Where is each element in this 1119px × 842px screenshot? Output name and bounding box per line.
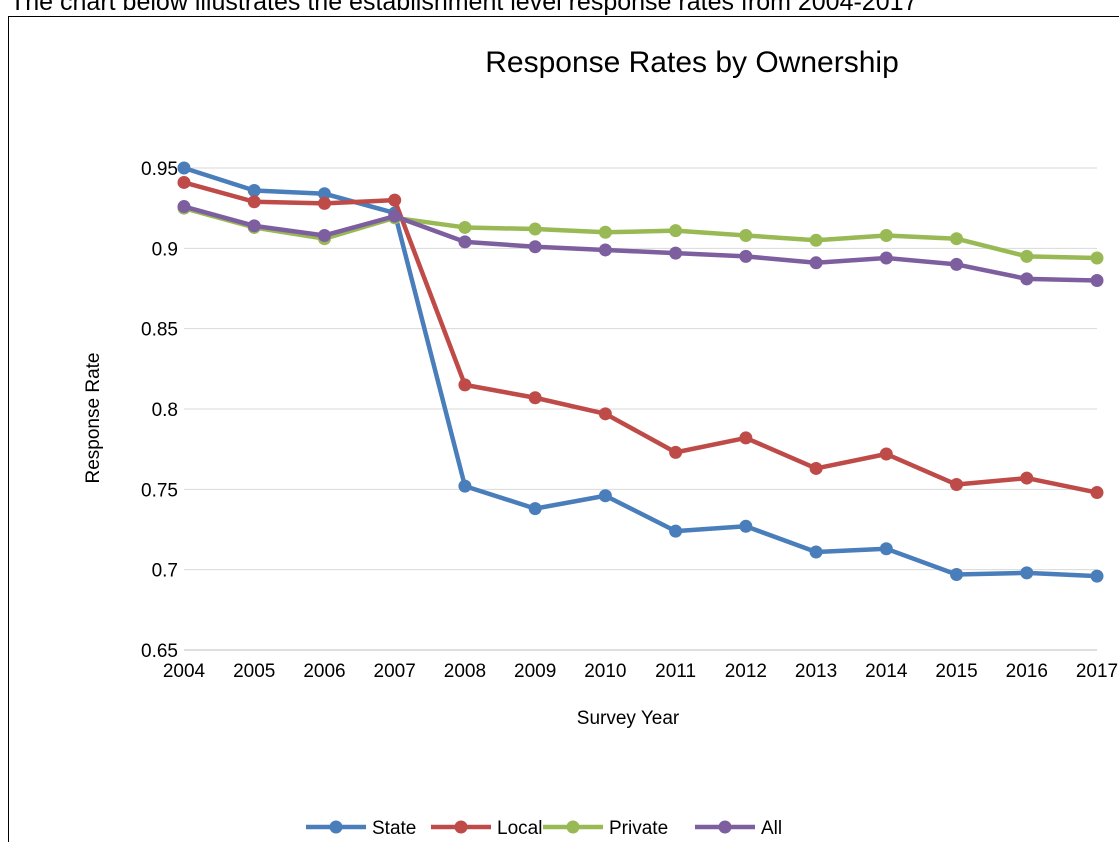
- x-tick-label: 2010: [584, 661, 626, 682]
- y-tick-label: 0.95: [141, 159, 178, 180]
- data-point-all: [528, 240, 542, 254]
- legend-marker-private: [566, 820, 580, 834]
- data-point-local: [1020, 471, 1034, 485]
- data-point-local: [669, 445, 683, 459]
- data-point-all: [458, 235, 472, 249]
- series-line-state: [183, 165, 1098, 579]
- y-tick-label: 0.9: [152, 239, 178, 260]
- data-point-state: [1090, 569, 1104, 583]
- data-point-private: [1090, 251, 1104, 265]
- data-point-local: [317, 196, 331, 210]
- data-point-all: [1090, 273, 1104, 287]
- x-tick-label: 2005: [233, 661, 275, 682]
- data-point-state: [950, 567, 964, 581]
- data-point-private: [598, 225, 612, 239]
- x-axis-label: Survey Year: [577, 708, 680, 729]
- data-point-local: [458, 378, 472, 392]
- x-tick-label: 2015: [935, 661, 977, 682]
- data-point-all: [317, 228, 331, 242]
- series-lines: [177, 161, 1104, 583]
- x-tick-label: 2014: [865, 661, 908, 682]
- data-point-private: [669, 224, 683, 238]
- x-tick-label: 2009: [514, 661, 556, 682]
- data-point-all: [247, 219, 261, 233]
- data-point-private: [950, 232, 964, 246]
- data-point-local: [809, 461, 823, 475]
- x-tick-label: 2004: [163, 661, 206, 682]
- data-point-local: [528, 391, 542, 405]
- data-point-state: [528, 502, 542, 516]
- data-point-all: [950, 257, 964, 271]
- data-point-local: [950, 478, 964, 492]
- x-tick-label: 2017: [1076, 661, 1118, 682]
- legend-label-state: State: [372, 818, 416, 839]
- legend-label-all: All: [761, 818, 782, 839]
- data-point-state: [458, 479, 472, 493]
- series-line-private: [183, 205, 1098, 261]
- x-tick-label: 2006: [303, 661, 345, 682]
- data-point-local: [1090, 486, 1104, 500]
- chart-title: Response Rates by Ownership: [485, 46, 899, 79]
- data-point-all: [1020, 272, 1034, 286]
- data-point-all: [879, 251, 893, 265]
- y-tick-label: 0.85: [141, 320, 178, 341]
- y-axis-label: Response Rate: [83, 353, 104, 484]
- data-point-state: [247, 183, 261, 197]
- y-tick-label: 0.65: [141, 641, 178, 662]
- series-line-local: [183, 180, 1098, 495]
- y-axis-ticks: 0.65 0.7 0.75 0.8 0.85 0.9 0.95: [141, 159, 178, 662]
- data-point-all: [177, 200, 191, 214]
- data-point-all: [598, 243, 612, 257]
- data-point-local: [739, 431, 753, 445]
- y-tick-label: 0.75: [141, 480, 178, 501]
- data-point-all: [669, 246, 683, 260]
- data-point-local: [177, 175, 191, 189]
- data-point-state: [317, 187, 331, 201]
- data-point-state: [598, 489, 612, 503]
- data-point-private: [809, 233, 823, 247]
- chart-frame: [8, 16, 1119, 842]
- data-point-local: [247, 195, 261, 209]
- data-point-private: [879, 228, 893, 242]
- data-point-state: [669, 524, 683, 538]
- data-point-all: [809, 256, 823, 270]
- data-point-private: [1020, 249, 1034, 263]
- data-point-local: [388, 193, 402, 207]
- chart-caption: The chart below illustrates the establis…: [10, 0, 918, 16]
- x-tick-label: 2016: [1006, 661, 1048, 682]
- data-point-all: [388, 209, 402, 223]
- x-axis-ticks: 2004 2005 2006 2007 2008 2009 2010 2011 2012 2013…: [163, 661, 1118, 682]
- x-tick-label: 2011: [655, 661, 696, 682]
- y-tick-label: 0.7: [152, 561, 178, 582]
- x-tick-label: 2012: [725, 661, 767, 682]
- legend-marker-all: [718, 820, 732, 834]
- legend-marker-local: [454, 820, 468, 834]
- y-tick-label: 0.8: [152, 400, 178, 421]
- data-point-state: [879, 542, 893, 556]
- data-point-local: [598, 407, 612, 421]
- data-point-state: [177, 161, 191, 175]
- x-tick-label: 2008: [444, 661, 486, 682]
- legend-marker-state: [329, 820, 343, 834]
- data-point-private: [458, 220, 472, 234]
- data-point-private: [739, 228, 753, 242]
- legend: State Local Private All: [306, 818, 782, 839]
- data-point-state: [739, 519, 753, 533]
- data-point-state: [1020, 566, 1034, 580]
- data-point-local: [879, 447, 893, 461]
- x-tick-label: 2007: [374, 661, 416, 682]
- legend-label-local: Local: [497, 818, 542, 839]
- data-point-all: [739, 249, 753, 263]
- series-line-all: [183, 204, 1098, 283]
- data-point-state: [809, 545, 823, 559]
- legend-label-private: Private: [609, 818, 668, 839]
- x-tick-label: 2013: [795, 661, 837, 682]
- data-point-private: [528, 222, 542, 236]
